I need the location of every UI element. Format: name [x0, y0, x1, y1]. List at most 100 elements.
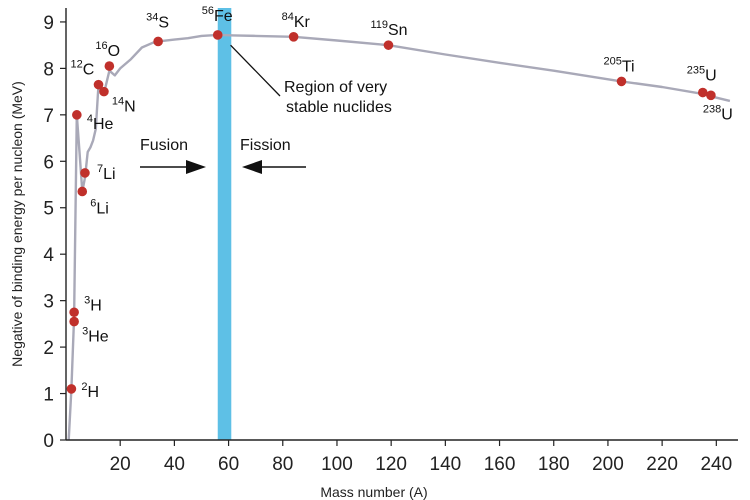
point-kr-84	[288, 32, 299, 42]
fission-arrow-head	[242, 160, 262, 174]
element-symbol: C	[83, 62, 95, 79]
y-tick-label: 6	[43, 152, 54, 173]
element-symbol: Kr	[294, 14, 311, 31]
point-label-u-238: 238U	[703, 103, 733, 123]
point-label-sn-119: 119Sn	[370, 19, 407, 39]
element-symbol: Sn	[388, 22, 408, 39]
y-tick-label: 3	[43, 292, 54, 313]
element-symbol: Li	[103, 166, 115, 183]
point-li-7	[80, 168, 90, 178]
point-ti-205	[616, 76, 627, 87]
point-label-h-2: 2H	[81, 381, 99, 401]
x-tick-label: 140	[430, 454, 462, 475]
point-he-3	[69, 316, 79, 327]
mass-number: 235	[687, 65, 705, 77]
y-axis-label: Negative of binding energy per nucleon (…	[9, 81, 25, 367]
y-tick-label: 9	[43, 13, 54, 34]
y-tick-label: 7	[43, 106, 54, 127]
element-symbol: H	[88, 384, 100, 401]
element-symbol: N	[124, 99, 136, 116]
point-u-235	[697, 87, 708, 98]
mass-number: 205	[603, 55, 621, 67]
mass-number: 6	[90, 197, 96, 209]
x-tick-label: 220	[646, 454, 678, 475]
binding-energy-curve	[67, 33, 731, 441]
point-h-3	[69, 307, 79, 318]
element-symbol: He	[88, 329, 109, 346]
mass-number: 238	[703, 103, 721, 115]
x-tick-label: 80	[272, 454, 293, 475]
x-tick-label: 100	[321, 454, 353, 475]
point-c-12	[93, 79, 104, 90]
point-label-u-235: 235U	[687, 65, 717, 85]
point-h-2	[66, 384, 77, 394]
element-symbol: Li	[96, 200, 108, 217]
point-he-4	[72, 110, 82, 120]
mass-number: 84	[282, 11, 294, 23]
x-tick-label: 180	[538, 454, 570, 475]
fusion-label: Fusion	[140, 137, 188, 154]
point-fe-56	[212, 30, 223, 40]
y-tick-label: 5	[43, 199, 54, 220]
mass-number: 12	[71, 59, 83, 71]
fission-label: Fission	[240, 137, 291, 154]
mass-number: 16	[95, 40, 107, 52]
mass-number: 56	[202, 5, 214, 17]
mass-number: 3	[82, 326, 88, 338]
fusion-arrow-head	[186, 160, 206, 174]
point-o-16	[104, 61, 115, 71]
point-label-li-7: 7Li	[97, 163, 116, 183]
point-label-fe-56: 56Fe	[202, 5, 233, 25]
point-label-li-6: 6Li	[90, 197, 109, 217]
region-label-line1: Region of very	[284, 79, 387, 96]
mass-number: 34	[146, 11, 158, 23]
x-tick-label: 240	[700, 454, 732, 475]
element-symbol: U	[705, 68, 717, 85]
element-symbol: Ti	[622, 58, 635, 75]
curve-line	[67, 33, 731, 441]
y-tick-label: 8	[43, 59, 54, 80]
point-n-14	[99, 86, 109, 97]
point-sn-119	[383, 40, 394, 50]
mass-number: 3	[84, 294, 90, 306]
point-label-o-16: 16O	[95, 40, 120, 60]
point-li-6	[77, 186, 88, 197]
x-tick-label: 160	[484, 454, 516, 475]
annotations: Region of very stable nuclides Fusion Fi…	[140, 44, 392, 174]
stable-band-rect	[217, 8, 232, 440]
y-tick-label: 1	[43, 385, 54, 406]
y-tick-label: 0	[43, 431, 54, 452]
mass-number: 7	[97, 163, 103, 175]
point-label-s-34: 34S	[146, 11, 169, 31]
element-symbol: Fe	[214, 8, 233, 25]
element-symbol: S	[158, 14, 169, 31]
stable-region-band	[217, 8, 232, 440]
x-tick-label: 120	[375, 454, 407, 475]
mass-number: 119	[370, 19, 388, 31]
element-symbol: U	[721, 106, 733, 123]
x-axis-label: Mass number (A)	[320, 484, 427, 500]
fission-arrow	[242, 160, 306, 174]
element-symbol: H	[90, 297, 102, 314]
point-label-kr-84: 84Kr	[282, 11, 311, 31]
point-u-238	[706, 90, 716, 101]
point-label-ti-205: 205Ti	[603, 55, 634, 75]
point-label-c-12: 12C	[71, 59, 95, 79]
y-tick-label: 2	[43, 338, 54, 359]
element-symbol: O	[108, 43, 120, 60]
element-symbol: He	[93, 116, 114, 133]
mass-number: 4	[87, 113, 93, 125]
x-tick-label: 60	[218, 454, 239, 475]
point-s-34	[153, 36, 163, 47]
point-label-he-3: 3He	[82, 326, 109, 346]
x-tick-label: 40	[164, 454, 185, 475]
mass-number: 14	[112, 96, 124, 108]
point-label-n-14: 14N	[112, 96, 136, 116]
point-label-he-4: 4He	[87, 113, 114, 133]
x-tick-label: 200	[592, 454, 624, 475]
fusion-arrow	[140, 160, 206, 174]
x-tick-label: 20	[110, 454, 131, 475]
